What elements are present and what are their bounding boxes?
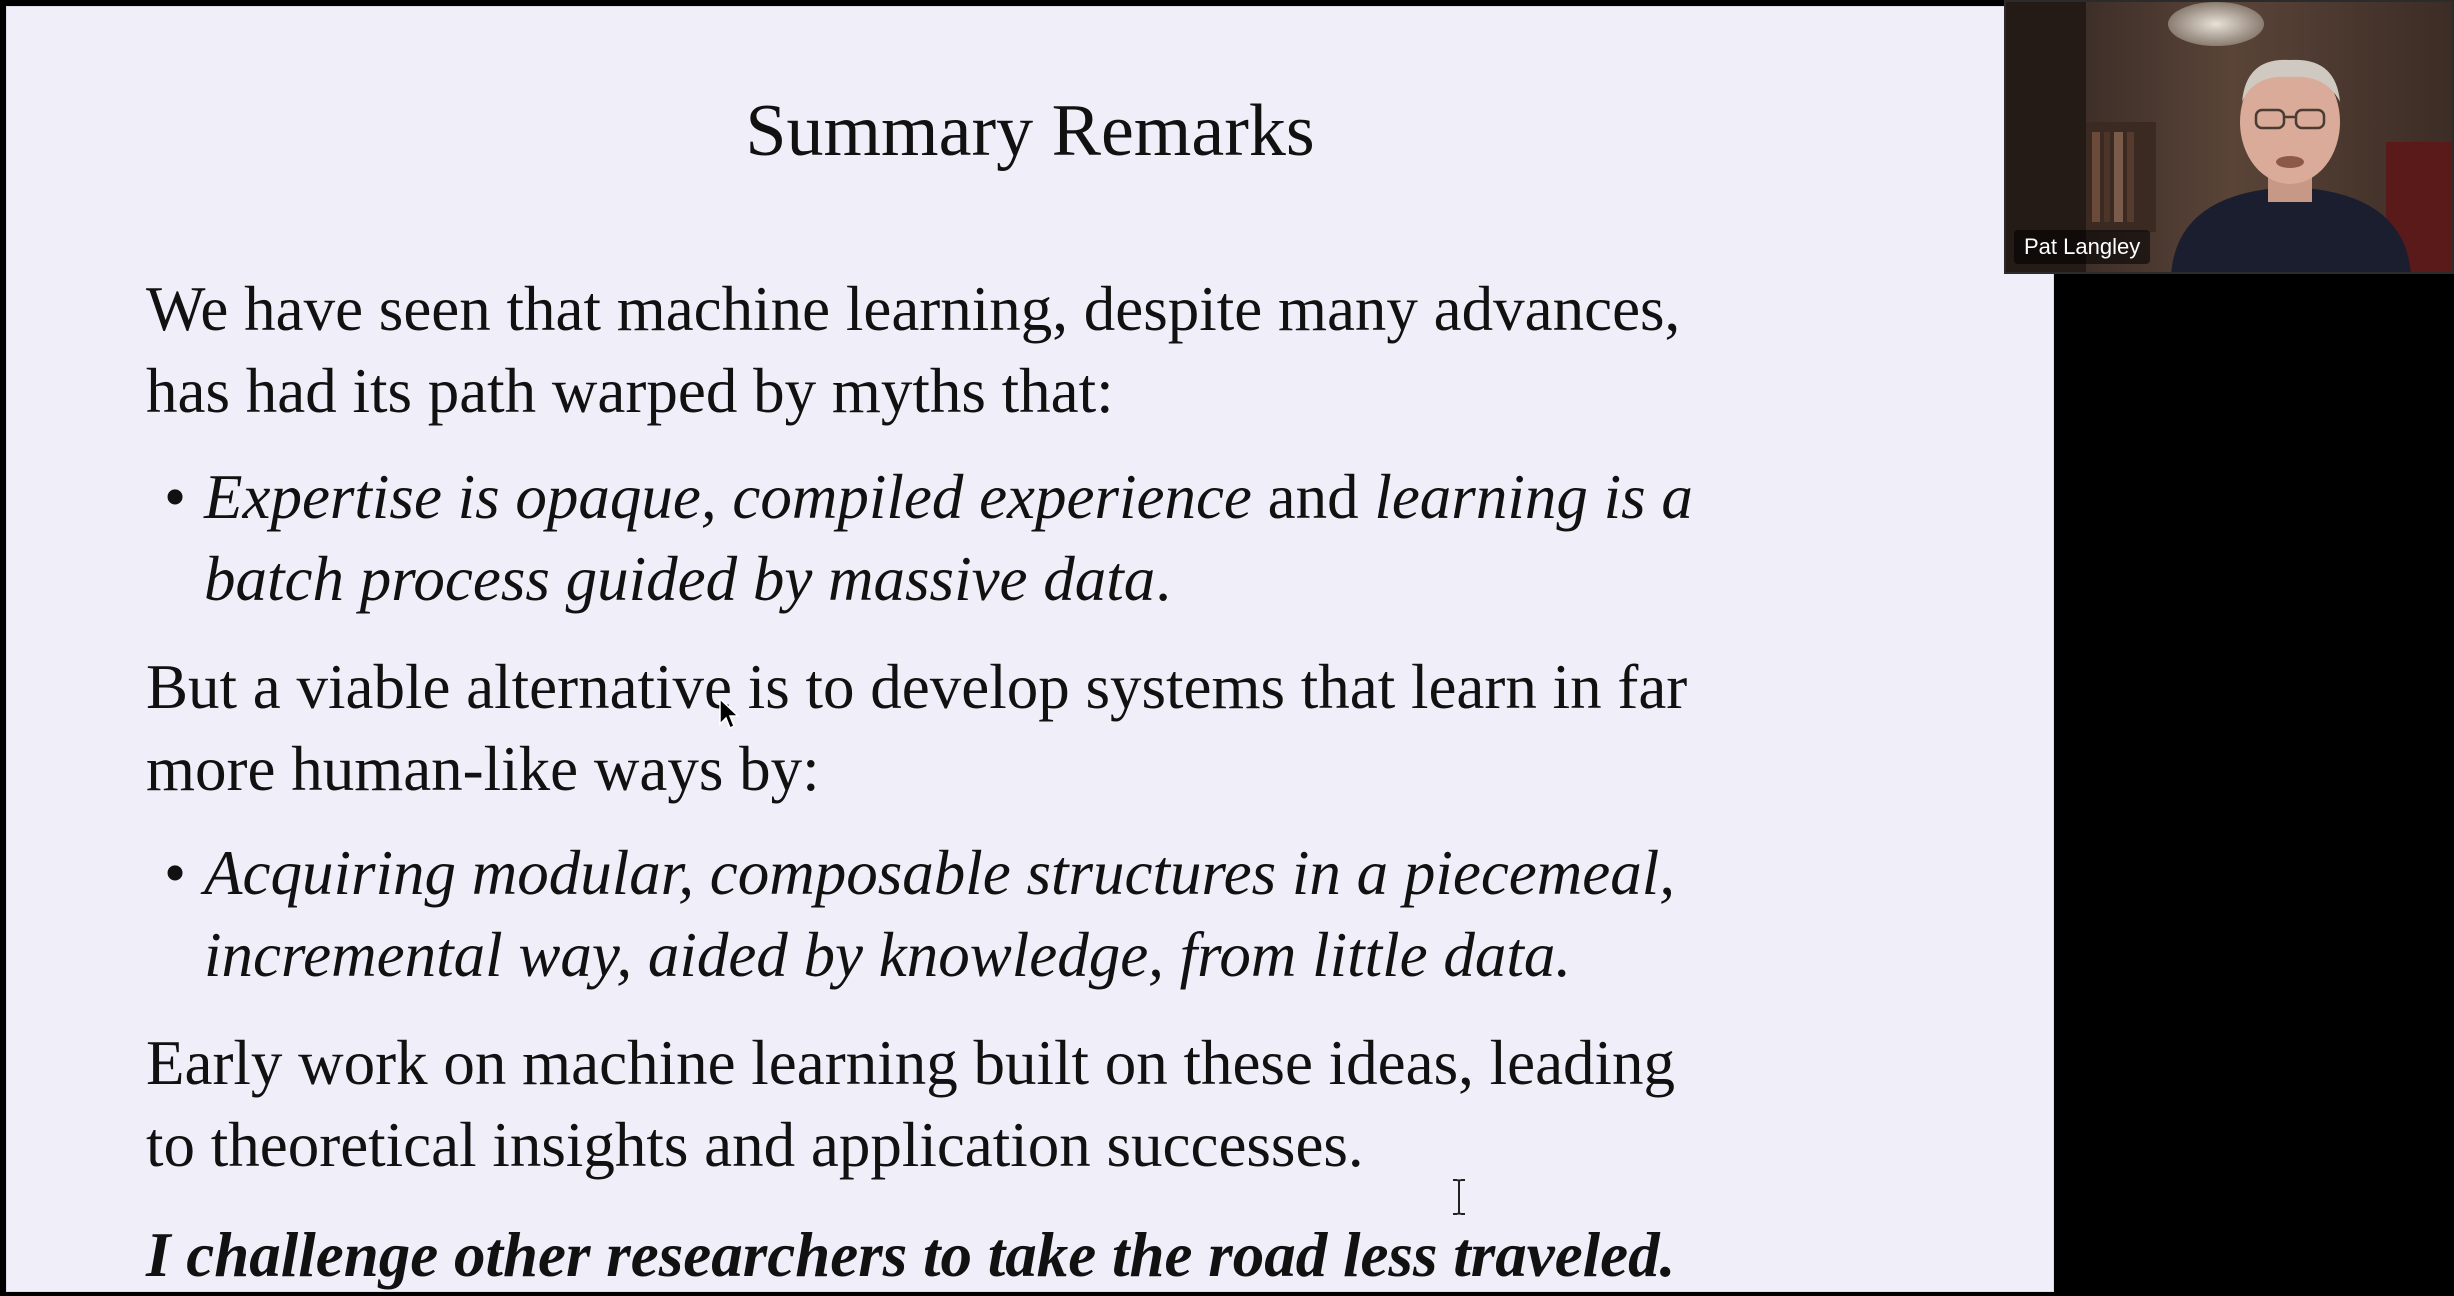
- paragraph-2-line-2: more human-like ways by:: [146, 734, 820, 804]
- text-cursor-icon: [1453, 1179, 1465, 1215]
- paragraph-3: Early work on machine learning built on …: [146, 1022, 1966, 1186]
- paragraph-1-line-2: has had its path warped by myths that:: [146, 356, 1114, 426]
- mouse-pointer-icon: [719, 698, 740, 730]
- paragraph-3-line-2: to theoretical insights and application …: [146, 1110, 1364, 1180]
- bullet-1-line-2: batch process guided by massive data: [204, 544, 1156, 614]
- bullet-1-and: and: [1251, 462, 1375, 532]
- bullet-1-part-2: learning is a: [1374, 462, 1693, 532]
- bullet-2: • Acquiring modular, composable structur…: [164, 832, 1964, 996]
- empty-panel: [2054, 274, 2454, 1292]
- bullet-1-period: .: [1155, 544, 1171, 614]
- presentation-slide: Summary Remarks We have seen that machin…: [6, 6, 2054, 1292]
- paragraph-1: We have seen that machine learning, desp…: [146, 268, 1966, 432]
- bullet-dot-icon: •: [164, 462, 187, 532]
- participant-video-icon: [2006, 2, 2452, 272]
- bullet-1: • Expertise is opaque, compiled experien…: [164, 456, 1964, 620]
- participant-name-label: Pat Langley: [2014, 229, 2151, 264]
- paragraph-1-line-1: We have seen that machine learning, desp…: [146, 274, 1681, 344]
- challenge-statement: I challenge other researchers to take th…: [146, 1220, 1676, 1290]
- slide-title: Summary Remarks: [745, 90, 1315, 172]
- bullet-dot-icon: •: [164, 838, 187, 908]
- bullet-1-part-1: Expertise is opaque, compiled experience: [204, 462, 1252, 532]
- paragraph-2: But a viable alternative is to develop s…: [146, 646, 1966, 810]
- participant-video-tile[interactable]: Pat Langley: [2004, 0, 2454, 274]
- paragraph-3-line-1: Early work on machine learning built on …: [146, 1028, 1676, 1098]
- paragraph-2-line-1: But a viable alternative is to develop s…: [146, 652, 1688, 722]
- bullet-2-line-1: Acquiring modular, composable structures…: [204, 838, 1675, 908]
- bullet-2-line-2: incremental way, aided by knowledge, fro…: [204, 920, 1572, 990]
